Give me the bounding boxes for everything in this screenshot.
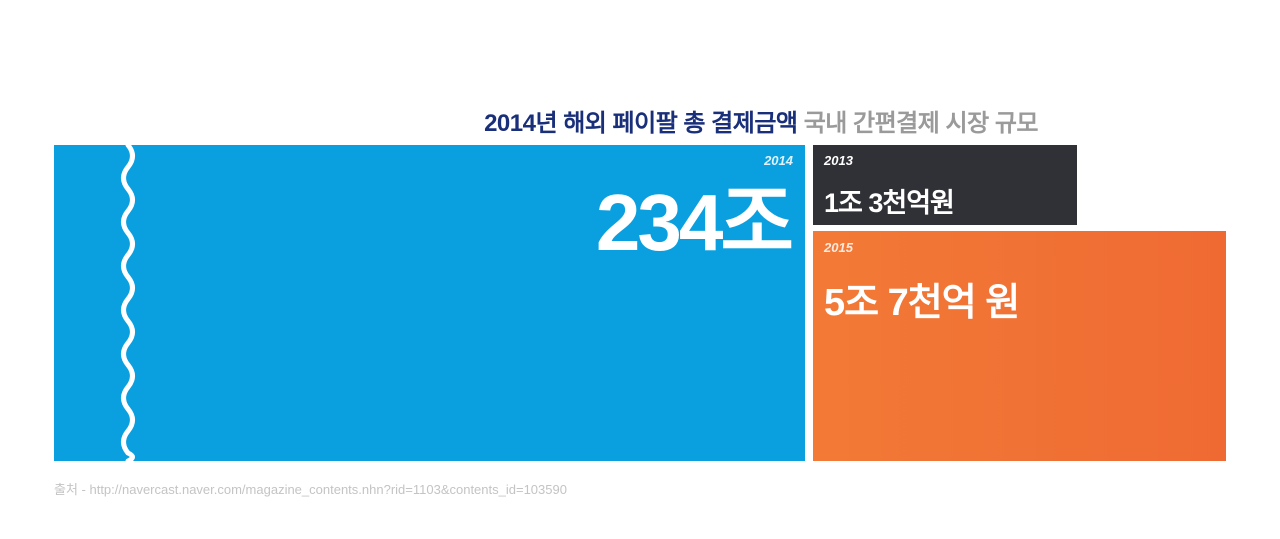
bar-value-label: 234조 bbox=[595, 178, 794, 267]
bar-year-label: 2013 bbox=[824, 153, 853, 168]
source-note: 출처 - http://navercast.naver.com/magazine… bbox=[54, 482, 567, 497]
axis-break-wave-icon bbox=[121, 145, 135, 461]
bar-value-label: 5조 7천억 원 bbox=[824, 282, 1020, 324]
title-secondary: 국내 간편결제 시장 규모 bbox=[803, 110, 1039, 137]
bar-year-label: 2015 bbox=[824, 240, 853, 255]
bar-year-label: 2014 bbox=[764, 153, 793, 168]
chart-title: 2014년 해외 페이팔 총 결제금액 국내 간편결제 시장 규모 bbox=[484, 103, 1038, 138]
bar-value-label: 1조 3천억원 bbox=[824, 188, 955, 218]
bar-2014-paypal: 2014 234조 bbox=[54, 145, 805, 461]
bar-2013-domestic: 2013 1조 3천억원 bbox=[813, 145, 1077, 225]
bar-2015-domestic: 2015 5조 7천억 원 bbox=[813, 231, 1226, 461]
title-primary: 2014년 해외 페이팔 총 결제금액 bbox=[484, 110, 798, 137]
